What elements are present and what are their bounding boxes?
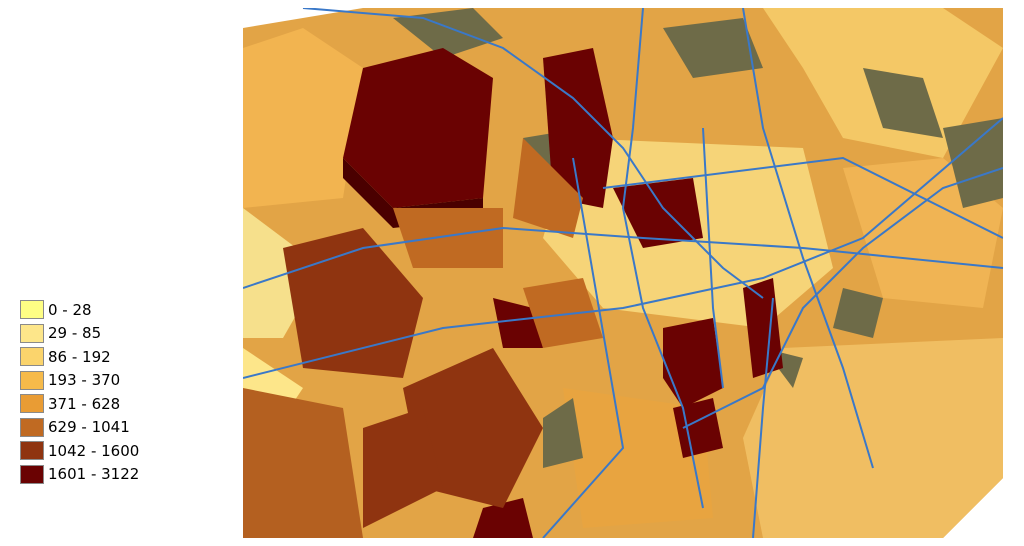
legend-label: 1042 - 1600 xyxy=(48,441,140,460)
road xyxy=(602,156,1003,239)
legend-swatch xyxy=(20,394,44,414)
legend-item: 629 - 1041 xyxy=(20,416,139,440)
legend-item: 371 - 628 xyxy=(20,392,139,416)
legend-item: 193 - 370 xyxy=(20,369,139,393)
map-region xyxy=(243,388,363,538)
legend-label: 371 - 628 xyxy=(48,394,121,413)
legend-swatch xyxy=(20,464,44,484)
legend-label: 1601 - 3122 xyxy=(48,465,140,484)
map-region xyxy=(563,388,713,528)
legend-swatch xyxy=(20,347,44,367)
road-network xyxy=(243,8,1003,538)
road xyxy=(302,8,764,299)
map-region xyxy=(243,208,323,338)
legend-item: 1042 - 1600 xyxy=(20,439,139,463)
legend-label: 0 - 28 xyxy=(48,300,92,319)
road xyxy=(742,8,874,469)
legend-swatch xyxy=(20,370,44,390)
road xyxy=(243,226,1003,289)
legend-item: 0 - 28 xyxy=(20,298,139,322)
legend-label: 629 - 1041 xyxy=(48,418,130,437)
legend-swatch xyxy=(20,323,44,343)
map-region xyxy=(243,28,363,208)
legend-label: 193 - 370 xyxy=(48,371,121,390)
road xyxy=(702,127,724,389)
legend-label: 86 - 192 xyxy=(48,347,111,366)
legend-label: 29 - 85 xyxy=(48,324,102,343)
legend-item: 86 - 192 xyxy=(20,345,139,369)
road xyxy=(621,8,704,509)
legend: 0 - 28 29 - 85 86 - 192 193 - 370 371 - 628 6… xyxy=(20,298,139,486)
legend-swatch xyxy=(20,417,44,437)
map-3d-view[interactable] xyxy=(243,8,1003,538)
legend-item: 1601 - 3122 xyxy=(20,463,139,487)
extruded-mid-density xyxy=(283,138,603,528)
legend-swatch xyxy=(20,300,44,320)
map-region xyxy=(743,338,1003,538)
road xyxy=(752,297,774,538)
road xyxy=(542,157,625,538)
road xyxy=(243,117,1003,379)
road xyxy=(682,167,1003,429)
legend-swatch xyxy=(20,441,44,461)
legend-item: 29 - 85 xyxy=(20,322,139,346)
